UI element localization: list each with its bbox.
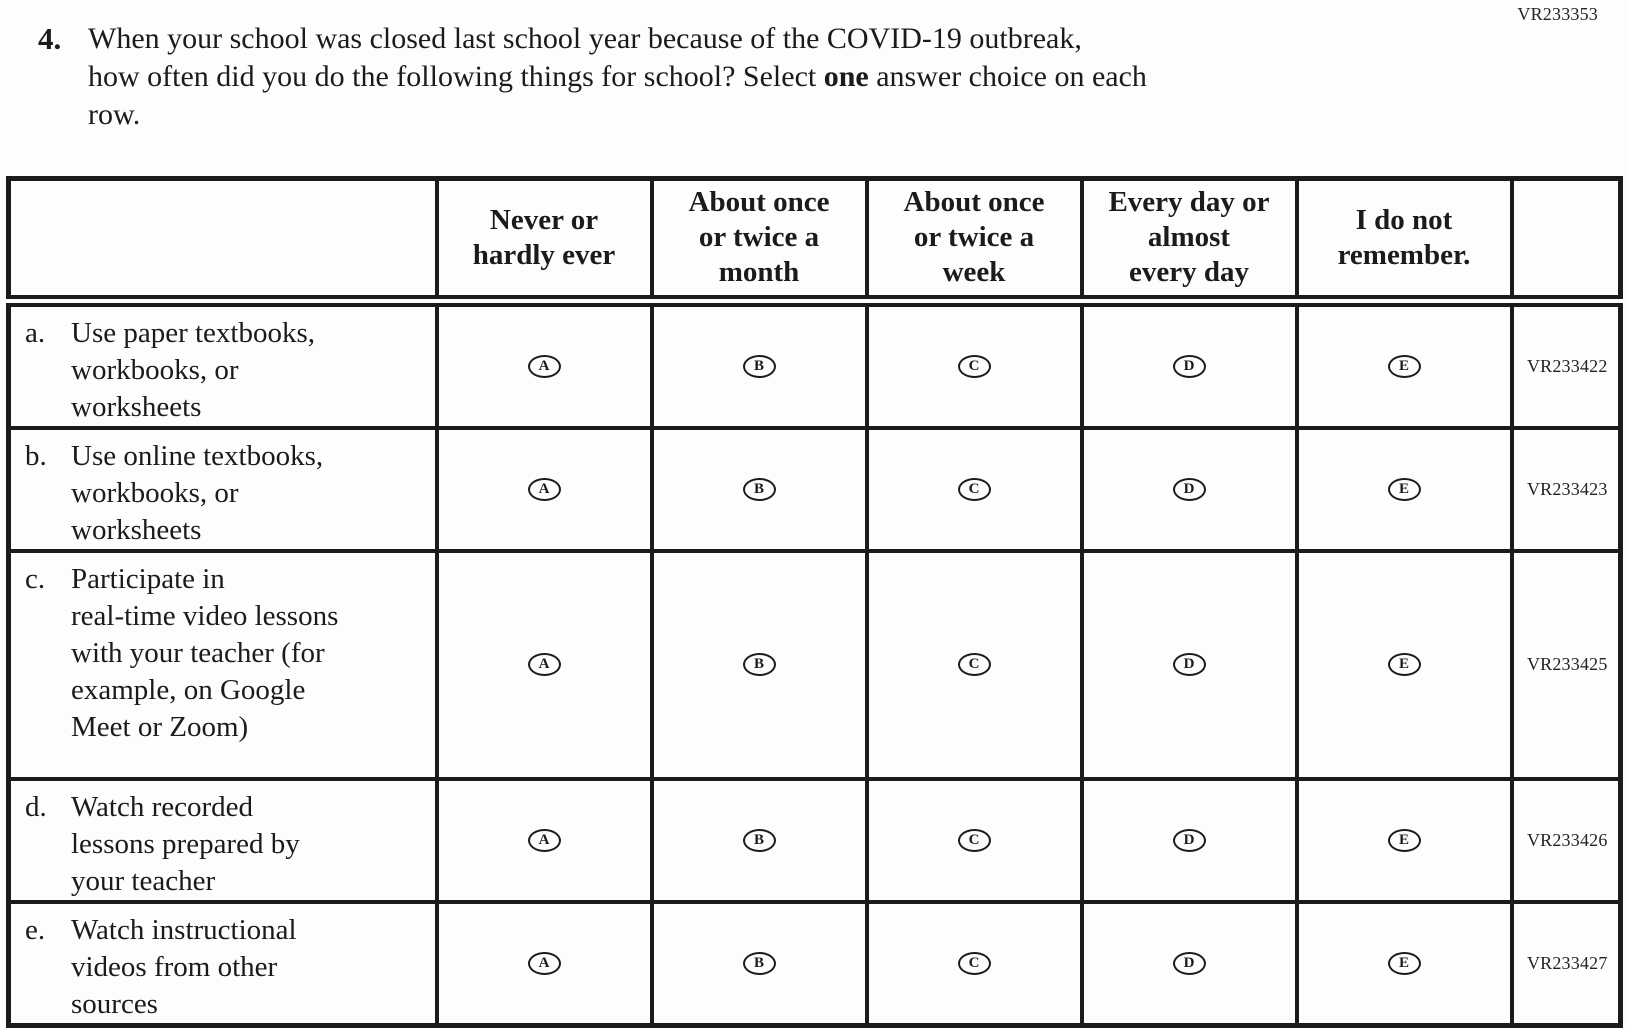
option-cell-d-B[interactable]: B xyxy=(649,776,869,904)
row-letter: d. xyxy=(25,790,47,823)
row-label-text: Use paper textbooks, workbooks, or works… xyxy=(71,316,316,423)
option-cell-c-B[interactable]: B xyxy=(649,548,869,781)
option-bubble-b-B[interactable]: B xyxy=(742,477,776,501)
option-cell-e-D[interactable]: D xyxy=(1079,899,1299,1027)
row-letter: b. xyxy=(25,439,47,472)
option-bubble-c-B[interactable]: B xyxy=(742,653,776,676)
option-bubble-e-A[interactable]: A xyxy=(527,951,561,975)
row-letter: e. xyxy=(25,913,46,946)
option-bubble-b-A[interactable]: A xyxy=(527,477,561,501)
option-bubble-a-B[interactable]: B xyxy=(742,354,776,378)
row-label-a: a. Use paper textbooks, workbooks, or wo… xyxy=(6,298,439,430)
option-cell-a-C[interactable]: C xyxy=(864,298,1084,430)
option-cell-c-C[interactable]: C xyxy=(864,548,1084,781)
row-label-c: c. Participate in real-time video lesson… xyxy=(6,548,439,781)
option-cell-e-B[interactable]: B xyxy=(649,899,869,1027)
column-header-never: Never or hardly ever xyxy=(434,176,654,307)
option-cell-d-A[interactable]: A xyxy=(434,776,654,904)
option-cell-a-A[interactable]: A xyxy=(434,298,654,430)
option-bubble-b-E[interactable]: E xyxy=(1387,477,1421,501)
option-cell-e-E[interactable]: E xyxy=(1294,899,1514,1027)
option-cell-b-A[interactable]: A xyxy=(434,425,654,553)
option-cell-e-A[interactable]: A xyxy=(434,899,654,1027)
option-cell-d-C[interactable]: C xyxy=(864,776,1084,904)
question-block: 4. When your school was closed last scho… xyxy=(38,20,1398,134)
column-header-every-day: Every day or almost every day xyxy=(1079,176,1299,307)
row-code-e: VR233427 xyxy=(1509,899,1623,1027)
row-code-a: VR233422 xyxy=(1509,298,1623,430)
question-text-end: answer choice on each row. xyxy=(88,60,1147,131)
column-header-once-twice-week: About once or twice a week xyxy=(864,176,1084,307)
row-label-d: d. Watch recorded lessons prepared by yo… xyxy=(6,776,439,904)
response-matrix-table: Never or hardly ever About once or twice… xyxy=(6,176,1623,1028)
option-cell-b-E[interactable]: E xyxy=(1294,425,1514,553)
row-label-text: Use online textbooks, workbooks, or work… xyxy=(71,439,324,546)
option-bubble-b-D[interactable]: D xyxy=(1172,477,1206,501)
option-bubble-d-E[interactable]: E xyxy=(1387,828,1421,852)
option-cell-e-C[interactable]: C xyxy=(864,899,1084,1027)
option-bubble-c-D[interactable]: D xyxy=(1172,653,1206,676)
question-text-start: When your school was closed last school … xyxy=(88,22,1082,93)
header-row: Never or hardly ever About once or twice… xyxy=(6,176,1623,307)
option-cell-b-D[interactable]: D xyxy=(1079,425,1299,553)
option-cell-c-E[interactable]: E xyxy=(1294,548,1514,781)
row-code-c: VR233425 xyxy=(1509,548,1623,781)
table-row-d: d. Watch recorded lessons prepared by yo… xyxy=(6,776,1623,904)
option-bubble-d-B[interactable]: B xyxy=(742,828,776,852)
option-cell-d-D[interactable]: D xyxy=(1079,776,1299,904)
option-bubble-e-E[interactable]: E xyxy=(1387,951,1421,975)
option-bubble-c-A[interactable]: A xyxy=(527,653,561,676)
option-bubble-c-E[interactable]: E xyxy=(1387,653,1421,676)
option-bubble-a-C[interactable]: C xyxy=(957,354,991,378)
question-number: 4. xyxy=(38,21,62,56)
option-bubble-e-D[interactable]: D xyxy=(1172,951,1206,975)
table-row-a: a. Use paper textbooks, workbooks, or wo… xyxy=(6,298,1623,430)
row-label-text: Participate in real-time video lessons w… xyxy=(71,562,339,743)
option-cell-a-D[interactable]: D xyxy=(1079,298,1299,430)
table-row-c: c. Participate in real-time video lesson… xyxy=(6,548,1623,781)
option-cell-b-C[interactable]: C xyxy=(864,425,1084,553)
row-letter: c. xyxy=(25,562,46,595)
option-bubble-d-D[interactable]: D xyxy=(1172,828,1206,852)
row-code-d: VR233426 xyxy=(1509,776,1623,904)
column-header-once-twice-month: About once or twice a month xyxy=(649,176,869,307)
header-empty-corner xyxy=(6,176,439,307)
table-row-b: b. Use online textbooks, workbooks, or w… xyxy=(6,425,1623,553)
row-letter: a. xyxy=(25,316,46,349)
option-bubble-a-E[interactable]: E xyxy=(1387,354,1421,378)
option-cell-b-B[interactable]: B xyxy=(649,425,869,553)
table-row-e: e. Watch instructional videos from other… xyxy=(6,899,1623,1027)
option-bubble-a-D[interactable]: D xyxy=(1172,354,1206,378)
option-bubble-b-C[interactable]: C xyxy=(957,477,991,501)
option-bubble-d-A[interactable]: A xyxy=(527,828,561,852)
row-label-e: e. Watch instructional videos from other… xyxy=(6,899,439,1027)
form-code-label: VR233353 xyxy=(1517,4,1598,24)
option-bubble-e-B[interactable]: B xyxy=(742,951,776,975)
option-bubble-a-A[interactable]: A xyxy=(527,354,561,378)
row-label-text: Watch instructional videos from other so… xyxy=(71,913,297,1020)
question-text: When your school was closed last school … xyxy=(88,20,1378,134)
option-bubble-e-C[interactable]: C xyxy=(957,951,991,975)
option-cell-a-B[interactable]: B xyxy=(649,298,869,430)
row-code-b: VR233423 xyxy=(1509,425,1623,553)
option-cell-c-A[interactable]: A xyxy=(434,548,654,781)
header-empty-code-column xyxy=(1509,176,1623,307)
option-cell-d-E[interactable]: E xyxy=(1294,776,1514,904)
row-label-text: Watch recorded lessons prepared by your … xyxy=(71,790,300,897)
option-cell-c-D[interactable]: D xyxy=(1079,548,1299,781)
option-bubble-d-C[interactable]: C xyxy=(957,828,991,852)
column-header-do-not-remember: I do not remember. xyxy=(1294,176,1514,307)
row-label-b: b. Use online textbooks, workbooks, or w… xyxy=(6,425,439,553)
question-bold-word: one xyxy=(823,60,869,93)
option-bubble-c-C[interactable]: C xyxy=(957,653,991,676)
option-cell-a-E[interactable]: E xyxy=(1294,298,1514,430)
